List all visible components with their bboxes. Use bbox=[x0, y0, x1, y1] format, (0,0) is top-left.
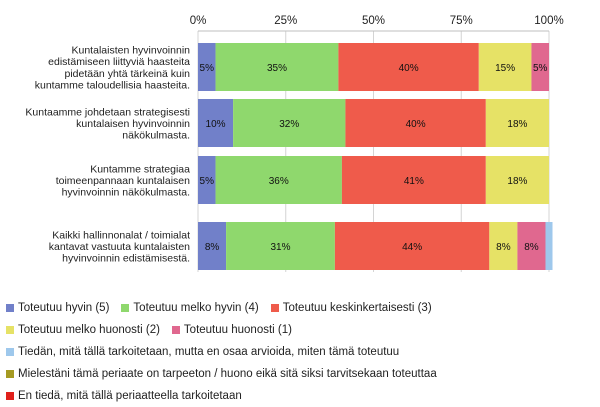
data-label: 10% bbox=[206, 119, 226, 130]
data-label: 32% bbox=[279, 119, 299, 130]
bar-segment bbox=[478, 43, 532, 91]
legend-swatch bbox=[6, 348, 14, 356]
legend-label: Toteutuu melko huonosti (2) bbox=[18, 324, 160, 336]
legend-row: Tiedän, mitä tällä tarkoitetaan, mutta e… bbox=[6, 341, 596, 363]
data-label: 36% bbox=[269, 176, 289, 187]
legend-row: Toteutuu hyvin (5) Toteutuu melko hyvin (… bbox=[6, 297, 596, 319]
legend-label: Toteutuu keskinkertaisesti (3) bbox=[282, 302, 432, 314]
data-label: 8% bbox=[496, 242, 511, 253]
legend-item: Toteutuu keskinkertaisesti (3) bbox=[270, 297, 432, 319]
x-tick-label: 0% bbox=[190, 15, 207, 27]
legend-swatch bbox=[171, 326, 180, 334]
data-label: 15% bbox=[495, 63, 515, 74]
bar-segment bbox=[338, 43, 479, 91]
data-label: 5% bbox=[200, 176, 215, 187]
legend-label: En tiedä, mitä tällä periaatteella tarko… bbox=[18, 390, 242, 402]
bar-segment bbox=[341, 156, 486, 204]
data-label: 40% bbox=[399, 63, 419, 74]
data-label: 5% bbox=[200, 63, 215, 74]
bar-segment bbox=[517, 222, 546, 270]
bar-segment bbox=[485, 156, 549, 204]
data-label: 31% bbox=[270, 242, 290, 253]
legend-row: Mielestäni tämä periaate on tarpeeton / … bbox=[6, 363, 596, 385]
data-label: 44% bbox=[402, 242, 422, 253]
bar-segment bbox=[545, 222, 553, 270]
legend-swatch bbox=[6, 392, 14, 400]
bar-segment bbox=[198, 156, 216, 204]
data-label: 40% bbox=[406, 119, 426, 130]
bar-segment bbox=[226, 222, 335, 270]
chart-legend: Toteutuu hyvin (5) Toteutuu melko hyvin (… bbox=[6, 297, 596, 407]
legend-item: Toteutuu hyvin (5) bbox=[6, 297, 109, 319]
data-label: 8% bbox=[524, 242, 539, 253]
x-tick-label: 50% bbox=[362, 15, 385, 27]
legend-row: En tiedä, mitä tällä periaatteella tarko… bbox=[6, 385, 596, 407]
category-label: Kuntaamme johdetaan strategisesti kuntala… bbox=[25, 106, 190, 141]
x-tick-label: 25% bbox=[274, 15, 297, 27]
legend-swatch bbox=[6, 304, 14, 312]
legend-item: En tiedä, mitä tällä periaatteella tarko… bbox=[6, 385, 242, 407]
data-label: 18% bbox=[507, 119, 527, 130]
bar-segment bbox=[485, 99, 549, 147]
data-label: 35% bbox=[267, 63, 287, 74]
legend-item: Toteutuu melko huonosti (2) bbox=[6, 319, 160, 341]
legend-label: Toteutuu melko hyvin (4) bbox=[133, 302, 259, 314]
legend-label: Mielestäni tämä periaate on tarpeeton / … bbox=[18, 368, 437, 380]
bar-segment bbox=[233, 99, 346, 147]
legend-label: Toteutuu huonosti (1) bbox=[183, 324, 292, 336]
legend-item: Toteutuu huonosti (1) bbox=[171, 319, 292, 341]
stacked-bar-chart: 0% 25% 50% 75% 100% Kuntalaisten hyvinvoinnin… bbox=[25, 15, 564, 272]
legend-item: Tiedän, mitä tällä tarkoitetaan, mutta e… bbox=[6, 341, 399, 363]
bar-segment bbox=[215, 156, 342, 204]
bar-segment bbox=[345, 99, 486, 147]
legend-row: Toteutuu melko huonosti (2) Toteutuu huon… bbox=[6, 319, 596, 341]
category-label: Kaikki hallinnonalat / toimialat kantavat… bbox=[49, 229, 190, 264]
bar-segment bbox=[531, 43, 549, 91]
bar-segment bbox=[198, 43, 216, 91]
bar-segment bbox=[198, 222, 227, 270]
legend-swatch bbox=[270, 304, 279, 312]
data-label: 8% bbox=[205, 242, 220, 253]
legend-swatch bbox=[121, 304, 130, 312]
bar-segment bbox=[334, 222, 490, 270]
legend-swatch bbox=[6, 370, 14, 378]
legend-label: Toteutuu hyvin (5) bbox=[18, 302, 110, 314]
x-tick-label: 100% bbox=[534, 15, 563, 27]
category-label: Kuntalaisten hyvinvoinnin edistämiseen li… bbox=[35, 45, 190, 92]
bar-segment bbox=[489, 222, 518, 270]
legend-label: Tiedän, mitä tällä tarkoitetaan, mutta e… bbox=[18, 346, 400, 358]
x-tick-label: 75% bbox=[450, 15, 473, 27]
data-label: 41% bbox=[404, 176, 424, 187]
category-label: Kuntamme strategiaa toimeenpannaan kuntal… bbox=[56, 163, 190, 198]
legend-item: Toteutuu melko hyvin (4) bbox=[121, 297, 259, 319]
legend-item: Mielestäni tämä periaate on tarpeeton / … bbox=[6, 363, 437, 385]
bar-segment bbox=[198, 99, 234, 147]
data-label: 18% bbox=[507, 176, 527, 187]
legend-swatch bbox=[6, 326, 14, 334]
bar-segment bbox=[215, 43, 339, 91]
data-label: 5% bbox=[533, 63, 548, 74]
